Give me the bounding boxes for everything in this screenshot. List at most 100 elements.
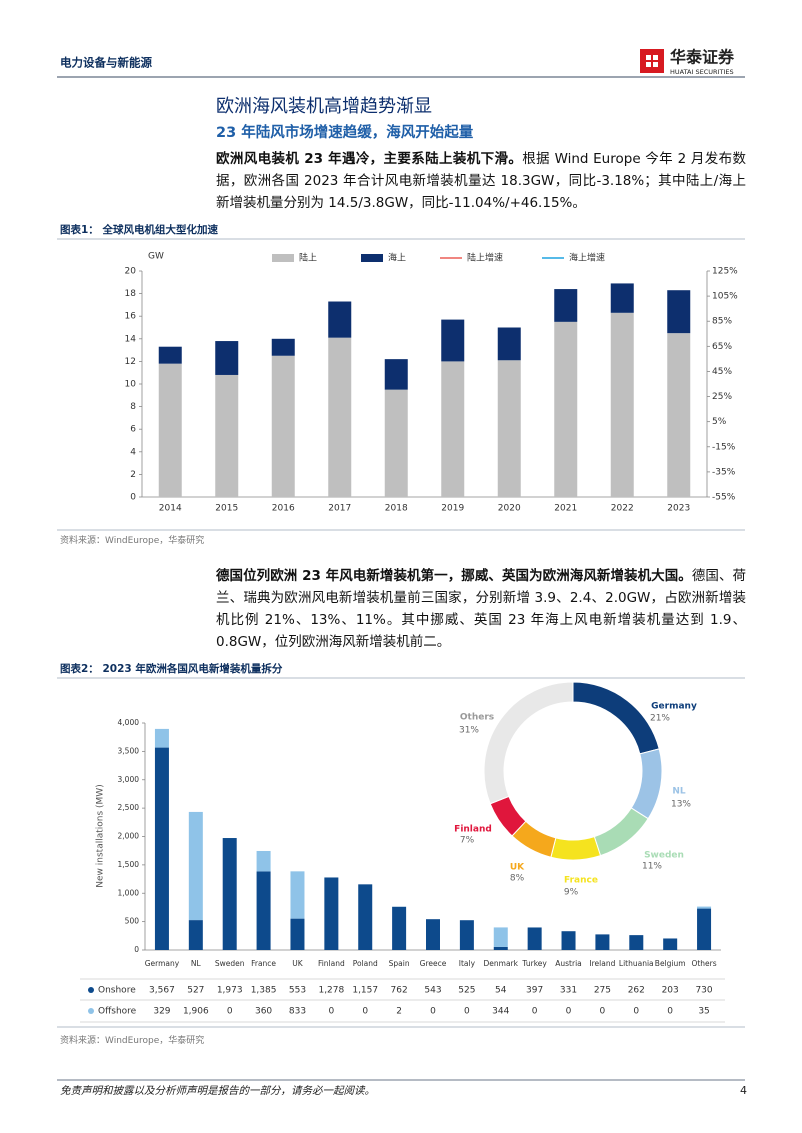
bar [290, 871, 305, 919]
y2-tick-label: -35% [712, 467, 736, 477]
legend-label: 陆上增速 [467, 252, 503, 264]
y-tick-label: 1,500 [118, 860, 140, 869]
legend-key [88, 1008, 94, 1014]
figure-label: 图表1： [60, 224, 99, 236]
y2-tick-label: 5% [712, 417, 727, 427]
table-value: 35 [698, 1007, 709, 1017]
table-value: 0 [566, 1007, 572, 1017]
legend-key [361, 254, 383, 262]
table-value: 0 [532, 1007, 538, 1017]
bar [188, 811, 203, 921]
y-tick-label: 2 [130, 470, 136, 480]
figure-source: 资料来源：WindEurope，华泰研究 [60, 1036, 205, 1046]
bar [697, 906, 712, 909]
y2-tick-label: 25% [712, 392, 732, 402]
x-tick-label: 2014 [159, 504, 182, 514]
figure-caption: 图表2： 2023 年欧洲各国风电新增装机量拆分 [60, 661, 282, 676]
lead: 德国位列欧洲 23 年风电新增装机第一，挪威、英国为欧洲海风新增装机大国。 [216, 568, 692, 584]
table-value: 262 [628, 986, 645, 996]
table-value: 0 [227, 1007, 233, 1017]
legend-label: Onshore [98, 986, 136, 996]
bar [629, 935, 644, 950]
table-value: 360 [255, 1007, 272, 1017]
slice-value: 31% [459, 726, 479, 736]
y2-tick-label: 85% [712, 317, 732, 327]
x-tick-label: France [251, 959, 276, 968]
bar [215, 341, 239, 375]
table-value: 762 [391, 986, 408, 996]
bar [290, 918, 305, 950]
page-number: 4 [740, 1084, 747, 1097]
y-tick-label: 3,000 [118, 775, 140, 784]
y-tick-label: 4 [130, 447, 136, 457]
table-value: 3,567 [149, 986, 175, 996]
bar [595, 934, 610, 950]
bar [441, 361, 465, 497]
y-tick-label: 6 [130, 425, 136, 435]
x-tick-label: Belgium [655, 959, 686, 968]
x-tick-label: 2016 [272, 504, 295, 514]
table-value: 0 [633, 1007, 639, 1017]
bar [324, 877, 339, 950]
table-value: 54 [495, 986, 507, 996]
y-tick-label: 12 [125, 357, 136, 367]
legend-label: 海上增速 [569, 252, 605, 264]
x-tick-label: Denmark [484, 959, 519, 968]
x-tick-label: Italy [459, 959, 476, 968]
table-value: 553 [289, 986, 306, 996]
donut-slice [572, 681, 660, 755]
y-axis-label: GW [148, 252, 164, 262]
x-tick-label: 2023 [667, 504, 690, 514]
x-tick-label: 2018 [385, 504, 408, 514]
table-value: 397 [526, 986, 543, 996]
slice-label: UK [510, 863, 525, 873]
x-tick-label: UK [292, 959, 303, 968]
bar [384, 389, 408, 497]
table-value: 525 [458, 986, 475, 996]
y-tick-label: 16 [125, 312, 137, 322]
bar [459, 920, 474, 950]
table-value: 1,385 [251, 986, 277, 996]
bar [426, 919, 440, 950]
bar [554, 321, 578, 497]
x-tick-label: Others [691, 959, 716, 968]
slice-label: France [564, 876, 598, 886]
table-value: 275 [594, 986, 611, 996]
bar [158, 346, 182, 364]
bar [358, 884, 373, 950]
heading: 欧洲海风装机高增趋势渐显 [216, 96, 432, 117]
bar [328, 301, 352, 338]
logo-name: 华泰证券 [670, 48, 735, 67]
y-tick-label: 500 [125, 917, 140, 926]
y-axis-label: New installations (MW) [96, 784, 106, 887]
table-value: 329 [153, 1007, 170, 1017]
bar [392, 906, 407, 950]
bar [697, 908, 712, 950]
y-tick-label: 14 [125, 334, 137, 344]
x-tick-label: Sweden [215, 959, 245, 968]
disclaimer: 免责声明和披露以及分析师声明是报告的一部分，请务必一起阅读。 [60, 1085, 375, 1097]
body: 根据 Wind Europe 今年 2 月发布数据，欧洲各国 2023 年合计风… [216, 151, 746, 211]
table-value: 0 [362, 1007, 368, 1017]
figure-label: 图表2： [60, 663, 99, 675]
y2-tick-label: 65% [712, 342, 732, 352]
x-tick-label: 2020 [498, 504, 521, 514]
y-tick-label: 0 [130, 493, 136, 503]
y-tick-label: 18 [125, 289, 137, 299]
lead: 欧洲风电装机 23 年遇冷，主要系陆上装机下滑。 [216, 151, 523, 167]
table-value: 0 [328, 1007, 334, 1017]
slice-label: Others [460, 713, 494, 723]
bar [554, 289, 578, 322]
x-tick-label: Lithuania [619, 959, 654, 968]
donut-slice [550, 835, 602, 861]
legend-key [88, 987, 94, 993]
bar [667, 290, 691, 334]
legend-label: 海上 [388, 252, 406, 264]
donut-slice [630, 748, 663, 820]
bar [256, 850, 271, 872]
legend-key [272, 254, 294, 262]
table-value: 1,906 [183, 1007, 209, 1017]
x-tick-label: Austria [555, 959, 582, 968]
figure-caption: 图表1： 全球风电机组大型化加速 [60, 222, 218, 237]
